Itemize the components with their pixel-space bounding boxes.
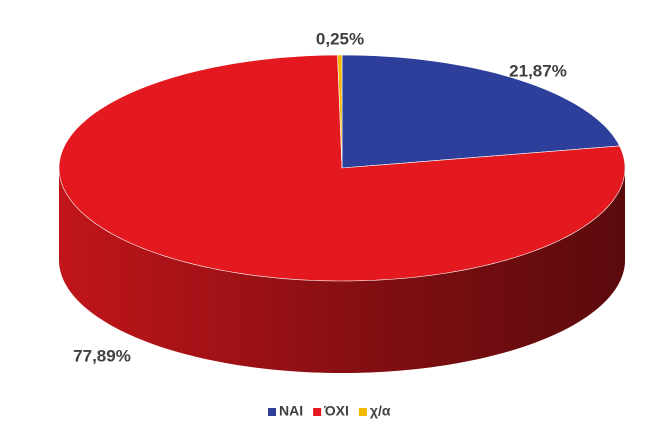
legend-label: χ/α: [370, 403, 391, 419]
legend-swatch: [268, 408, 276, 416]
side-shade: [59, 168, 625, 373]
legend-swatch: [313, 408, 322, 416]
data-label: 0,25%: [316, 29, 364, 48]
data-label: 77,89%: [73, 346, 131, 365]
legend-label: ΌΧΙ: [323, 403, 349, 419]
legend-swatch: [358, 408, 367, 416]
data-label: 21,87%: [509, 61, 567, 80]
slice: [341, 54, 621, 169]
slice: [58, 54, 626, 282]
legend-label: NAI: [279, 403, 303, 419]
slice: [337, 54, 343, 169]
